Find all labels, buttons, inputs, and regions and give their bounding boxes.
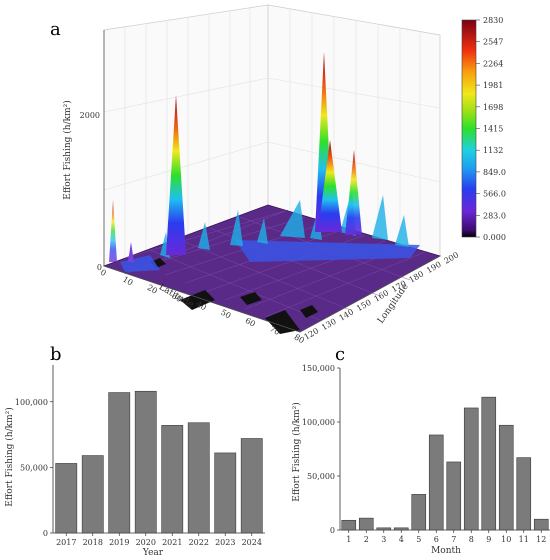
x-tick-label: 2018 [83, 538, 103, 547]
x-tick-label: 10 [501, 535, 511, 544]
y-tick-label: 100,000 [15, 398, 48, 407]
bar-2022 [187, 422, 210, 534]
x-tick-label: 3 [381, 535, 386, 544]
peak-left [166, 95, 186, 255]
panel-c: c Effort Fishing (h/km²) Month 0 50,000 10… [291, 344, 550, 556]
panel-b-ylabel: Effort Fishing (h/km²) [4, 407, 15, 506]
bar-7 [446, 461, 462, 531]
panel-a-colorbar: 2830 2547 2264 1981 1698 1415 1132 849.0 566.0 28… [461, 16, 506, 242]
panel-b: b Effort Fishing (h/km²) Year 0 50,000 100… [4, 344, 265, 558]
bar-2017 [55, 463, 78, 534]
lat-tick-label: 0 [99, 268, 108, 278]
lat-tick-label: 50 [219, 308, 232, 321]
panel-b-letter: b [50, 344, 62, 365]
colorbar-tick-label: 566.0 [483, 190, 506, 199]
bar-4 [393, 527, 409, 531]
panel-a-spikes [109, 52, 362, 262]
colorbar-tick-label: 1132 [483, 146, 503, 155]
panel-a: a [50, 4, 506, 345]
peak-right [345, 150, 362, 235]
x-tick-label: 2020 [136, 538, 156, 547]
colorbar-tick-label: 2547 [483, 38, 503, 47]
x-tick-label: 12 [536, 535, 546, 544]
panel-b-plot: 0 50,000 100,000 2017 2018 2019 2020 2021 2022 20… [15, 365, 265, 547]
lat-tick-label: 60 [244, 316, 257, 329]
lat-tick-label: 40 [195, 299, 208, 312]
x-tick-label: 7 [451, 535, 456, 544]
x-tick-label: 11 [519, 535, 529, 544]
colorbar-tick-label: 0.000 [483, 233, 506, 242]
colorbar-tick-label: 1698 [483, 103, 503, 112]
bar-2019 [108, 392, 131, 534]
bar-2018 [81, 455, 104, 534]
x-tick-label: 9 [486, 535, 491, 544]
colorbar-tick-label: 2830 [483, 16, 503, 25]
colorbar-tick-label: 283.0 [483, 211, 506, 220]
panel-b-xlabel: Year [142, 548, 164, 558]
panel-c-ylabel: Effort Fishing (h/km²) [291, 402, 302, 501]
bar-2023 [214, 452, 237, 534]
z-tick-0: 0 [97, 263, 102, 272]
x-tick-label: 2023 [215, 538, 235, 547]
y-tick-label: 100,000 [302, 418, 335, 427]
bar-10 [498, 424, 514, 531]
x-tick-label: 5 [416, 535, 421, 544]
colorbar-tick-label: 1981 [483, 81, 503, 90]
y-tick-label: 0 [43, 529, 48, 538]
z-tick-2000: 2000 [80, 111, 100, 120]
bar-2021 [161, 425, 184, 534]
panel-a-letter: a [50, 19, 61, 40]
x-tick-label: 1 [346, 535, 351, 544]
bar-6 [428, 434, 444, 531]
colorbar-tick-label: 1415 [483, 125, 503, 134]
x-tick-label: 2 [364, 535, 369, 544]
bar-2020 [134, 390, 157, 534]
bar-1 [341, 519, 357, 531]
lon-tick-label: 200 [443, 250, 461, 265]
bar-5 [411, 494, 427, 531]
bar-2 [358, 517, 374, 531]
panel-a-ylabel: Effort Fishing (h/km²) [62, 100, 73, 199]
colorbar-gradient [461, 19, 477, 238]
x-tick-label: 4 [399, 535, 404, 544]
x-tick-label: 2021 [162, 538, 182, 547]
panel-a-floor [102, 190, 442, 334]
lat-tick-label: 80 [293, 332, 306, 345]
panel-c-xlabel: Month [431, 546, 461, 556]
panel-a-z-axis: 2000 0 Effort Fishing (h/km²) [62, 30, 105, 272]
bar-9 [481, 396, 497, 531]
y-tick-label: 50,000 [307, 472, 335, 481]
colorbar-tick-label: 2264 [483, 59, 503, 68]
lat-tick-label: 10 [121, 275, 134, 288]
x-tick-label: 2017 [56, 538, 76, 547]
bar-12 [533, 518, 549, 531]
y-tick-label: 0 [330, 526, 335, 535]
x-tick-label: 2019 [109, 538, 129, 547]
panel-c-letter: c [335, 344, 345, 365]
bar-11 [516, 457, 532, 531]
lat-tick-label: 30 [170, 291, 183, 304]
y-tick-label: 150,000 [302, 364, 335, 373]
peak-mid [318, 140, 342, 232]
lat-tick-label: 20 [146, 283, 159, 296]
bar-8 [463, 407, 479, 531]
x-tick-label: 2022 [189, 538, 209, 547]
y-tick-label: 50,000 [20, 463, 48, 472]
bar-3 [376, 527, 392, 531]
lat-tick-label: 70 [268, 324, 281, 337]
x-tick-label: 8 [469, 535, 474, 544]
colorbar-tick-label: 849.0 [483, 168, 506, 177]
bar-2024 [240, 438, 263, 534]
x-tick-label: 2024 [242, 538, 262, 547]
x-tick-label: 6 [434, 535, 439, 544]
